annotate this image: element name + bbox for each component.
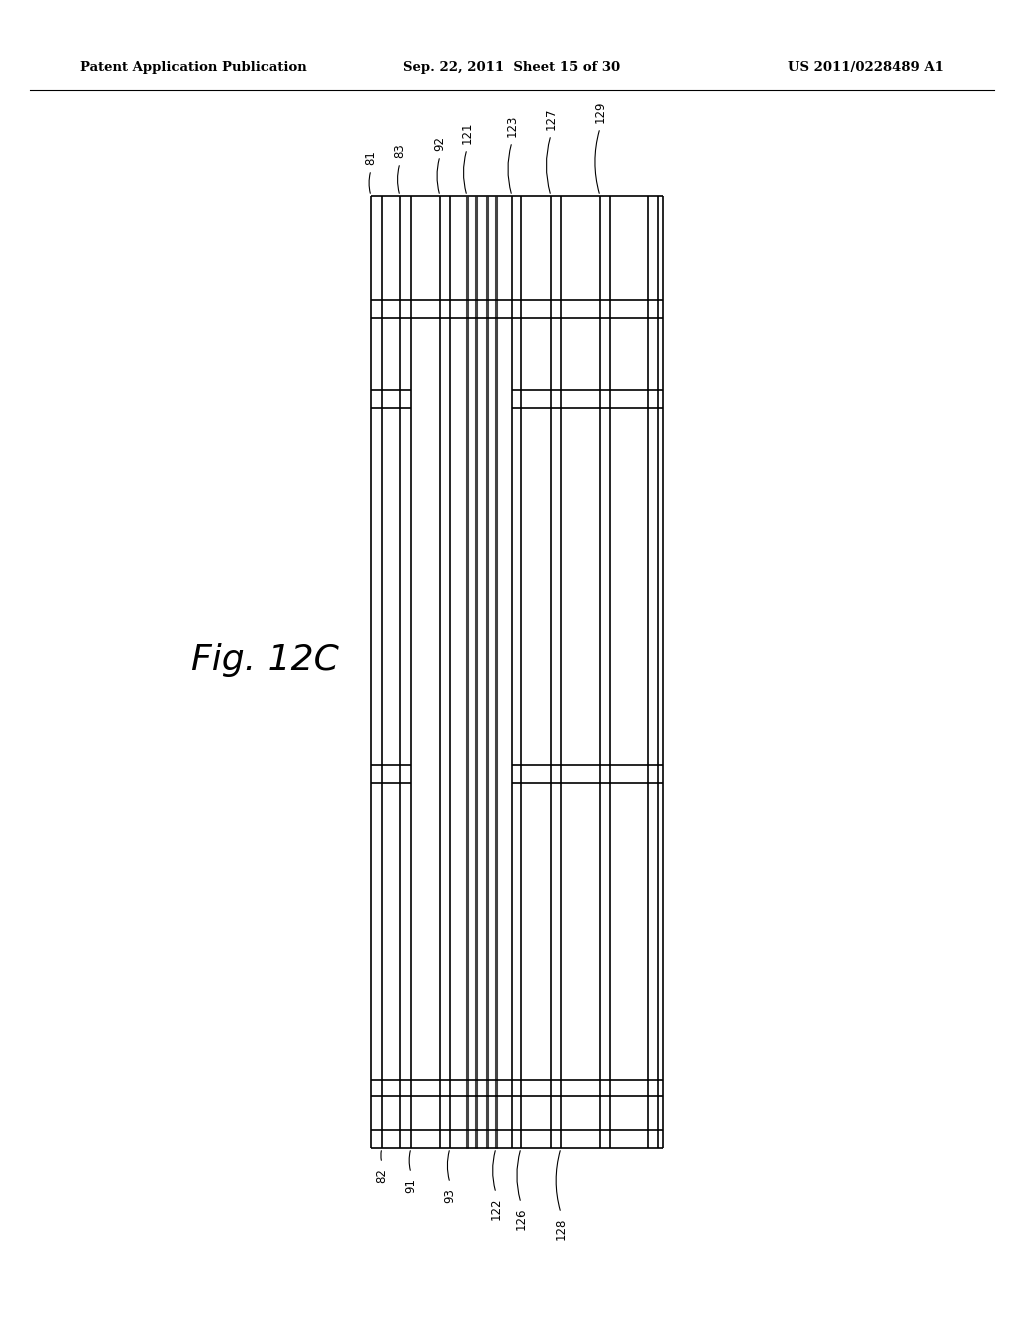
Text: 83: 83 — [393, 144, 407, 158]
FancyArrowPatch shape — [595, 131, 599, 193]
Text: 122: 122 — [489, 1199, 503, 1221]
Text: 93: 93 — [443, 1188, 457, 1203]
Text: US 2011/0228489 A1: US 2011/0228489 A1 — [788, 62, 944, 74]
Text: 92: 92 — [433, 136, 446, 150]
FancyArrowPatch shape — [437, 158, 439, 193]
Text: 121: 121 — [461, 121, 473, 144]
Text: Patent Application Publication: Patent Application Publication — [80, 62, 307, 74]
FancyArrowPatch shape — [397, 166, 399, 193]
Text: Sep. 22, 2011  Sheet 15 of 30: Sep. 22, 2011 Sheet 15 of 30 — [403, 62, 621, 74]
Text: Fig. 12C: Fig. 12C — [191, 643, 339, 677]
Text: 81: 81 — [365, 150, 378, 165]
FancyArrowPatch shape — [517, 1151, 520, 1200]
Text: 129: 129 — [594, 100, 606, 123]
FancyArrowPatch shape — [447, 1151, 450, 1180]
FancyArrowPatch shape — [547, 137, 550, 193]
FancyArrowPatch shape — [556, 1151, 560, 1210]
Text: 127: 127 — [545, 107, 557, 129]
FancyArrowPatch shape — [493, 1151, 496, 1191]
Text: 82: 82 — [376, 1168, 388, 1183]
FancyArrowPatch shape — [464, 152, 466, 193]
Text: 123: 123 — [506, 115, 518, 137]
FancyArrowPatch shape — [369, 173, 371, 193]
Text: 126: 126 — [514, 1208, 527, 1230]
FancyArrowPatch shape — [410, 1151, 411, 1171]
Text: 128: 128 — [555, 1218, 567, 1241]
Text: 91: 91 — [404, 1177, 418, 1193]
FancyArrowPatch shape — [508, 145, 511, 193]
